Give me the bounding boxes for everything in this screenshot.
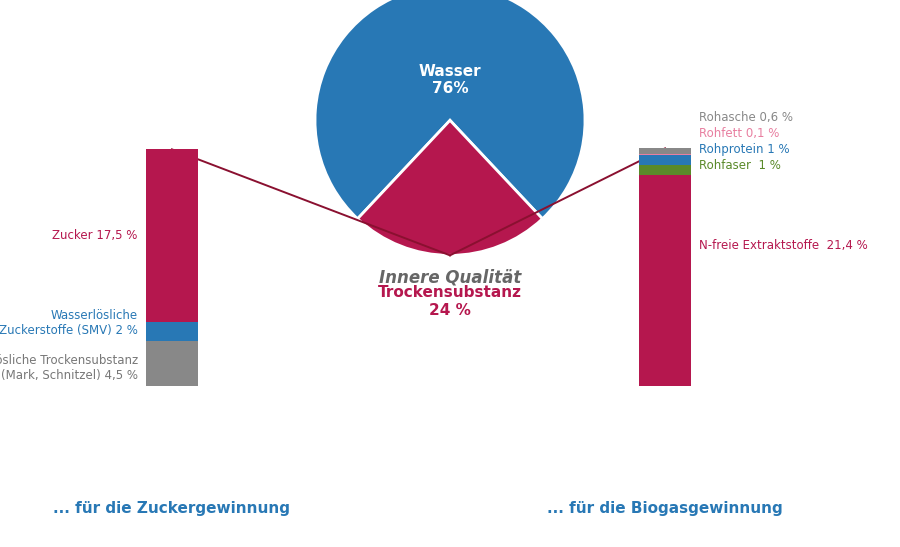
- Wedge shape: [315, 0, 585, 219]
- Text: Rohasche 0,6 %: Rohasche 0,6 %: [699, 110, 793, 124]
- Text: Rohfett 0,1 %: Rohfett 0,1 %: [699, 126, 779, 139]
- Bar: [639, 155, 691, 165]
- Bar: [639, 154, 691, 155]
- Text: Zucker 17,5 %: Zucker 17,5 %: [52, 229, 138, 242]
- Text: Wasser
76%: Wasser 76%: [418, 63, 482, 96]
- Text: ... für die Biogasgewinnung: ... für die Biogasgewinnung: [547, 502, 783, 516]
- Bar: [146, 149, 198, 322]
- Bar: [639, 175, 691, 386]
- Text: Trockensubstanz
24 %: Trockensubstanz 24 %: [378, 286, 522, 318]
- Text: N-freie Extraktstoffe  21,4 %: N-freie Extraktstoffe 21,4 %: [699, 239, 868, 252]
- Text: Rohprotein 1 %: Rohprotein 1 %: [699, 143, 790, 155]
- Text: Rohfaser  1 %: Rohfaser 1 %: [699, 159, 781, 172]
- Bar: [146, 322, 198, 341]
- Bar: [639, 148, 691, 154]
- Text: Innere Qualität: Innere Qualität: [379, 269, 521, 287]
- Text: ... für die Zuckergewinnung: ... für die Zuckergewinnung: [53, 502, 291, 516]
- Text: Wasserlösliche
Nicht-Zuckerstoffe (SMV) 2 %: Wasserlösliche Nicht-Zuckerstoffe (SMV) …: [0, 310, 138, 337]
- Text: Unlösliche Trockensubstanz
(Mark, Schnitzel) 4,5 %: Unlösliche Trockensubstanz (Mark, Schnit…: [0, 354, 138, 382]
- Bar: [146, 341, 198, 386]
- Bar: [639, 165, 691, 175]
- Wedge shape: [357, 120, 543, 255]
